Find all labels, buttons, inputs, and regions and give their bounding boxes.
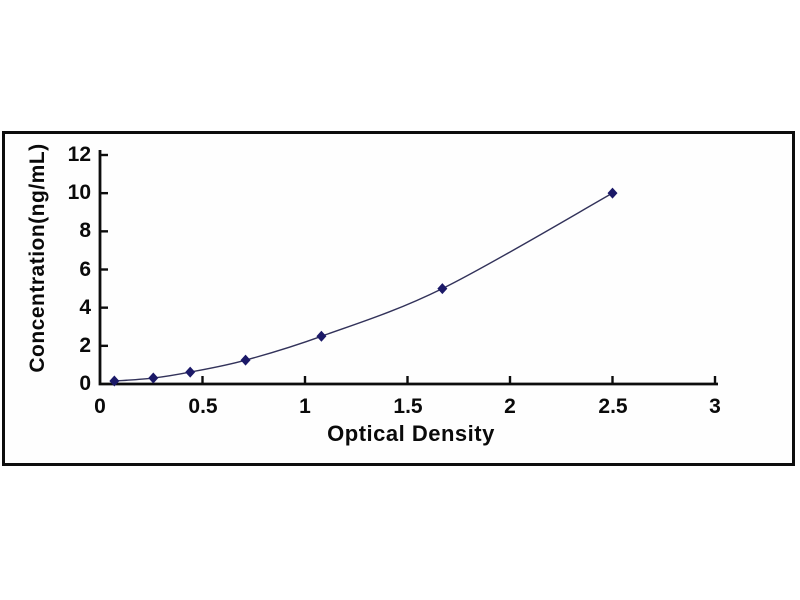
x-tick-label: 2.5 [598, 395, 628, 418]
x-tick-label: 0 [94, 395, 106, 418]
x-tick-label: 2 [504, 395, 516, 418]
x-tick-label: 3 [709, 395, 721, 418]
y-tick-label: 0 [79, 372, 91, 395]
y-tick-label: 6 [79, 258, 91, 281]
x-tick-label: 0.5 [188, 395, 218, 418]
y-tick-label: 8 [79, 219, 91, 242]
x-axis-title: Optical Density [327, 421, 495, 446]
y-tick-label: 10 [67, 181, 91, 204]
x-tick-label: 1.5 [393, 395, 423, 418]
x-tick-label: 1 [299, 395, 311, 418]
y-tick-label: 12 [67, 143, 91, 166]
y-tick-label: 4 [79, 296, 91, 319]
y-tick-label: 2 [79, 334, 91, 357]
